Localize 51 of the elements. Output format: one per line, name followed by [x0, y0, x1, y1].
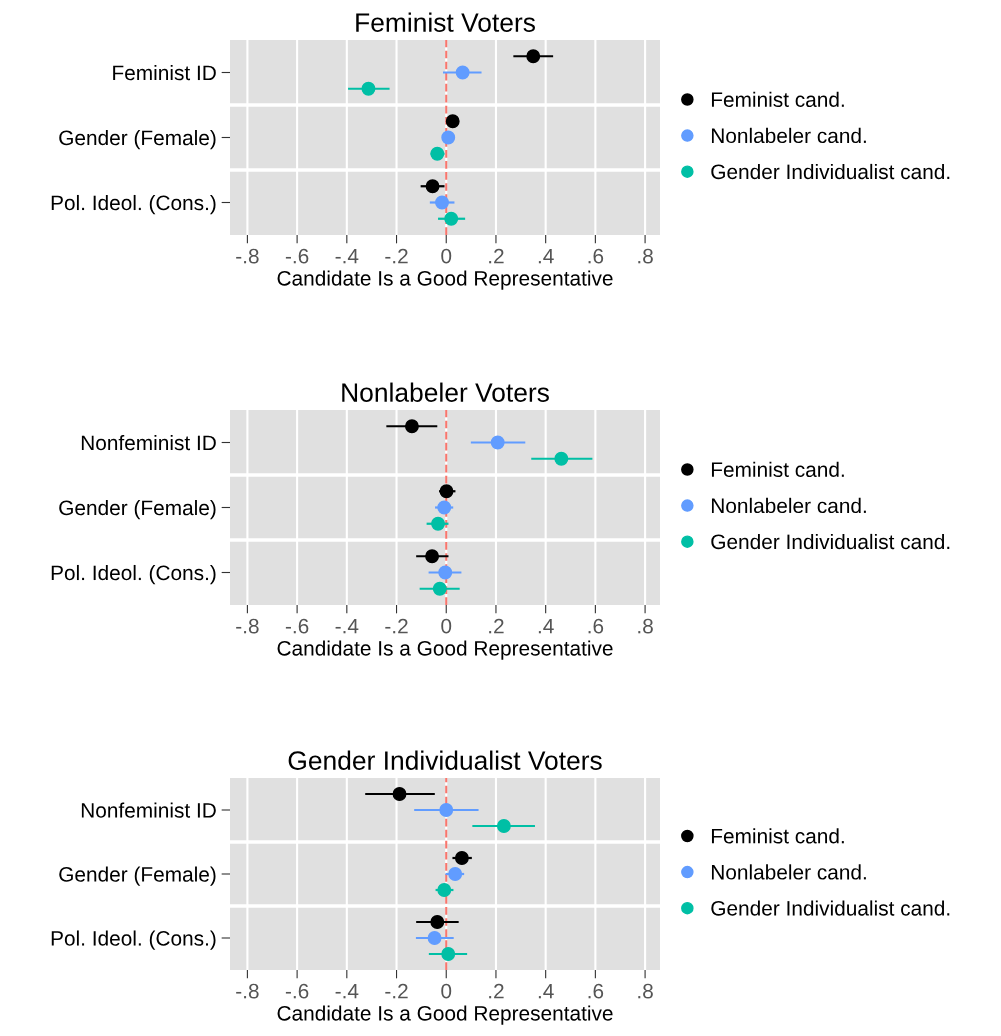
x-tick-label: -.4: [335, 248, 359, 264]
x-tick-label: .2: [489, 983, 504, 999]
y-tick-label: Gender (Female): [59, 866, 216, 886]
x-axis-title: Candidate Is a Good Representative: [277, 640, 613, 660]
chart-title: Gender Individualist Voters: [288, 750, 602, 770]
legend-label: Gender Individualist cand.: [711, 900, 950, 916]
x-tick-label: .4: [538, 618, 554, 634]
chart-title: Nonlabeler Voters: [342, 382, 549, 402]
x-tick-label: 0: [441, 618, 452, 634]
x-axis-title: Candidate Is a Good Representative: [277, 270, 613, 290]
x-tick-label: -.2: [385, 618, 408, 634]
x-tick-label: -.2: [385, 248, 408, 264]
legend-label: Nonlabeler cand.: [711, 127, 866, 144]
y-tick-label: Pol. Ideol. (Cons.): [51, 194, 216, 215]
x-tick-label: .6: [588, 983, 604, 999]
legend-label: Feminist cand.: [711, 91, 844, 108]
x-tick-label: -.6: [285, 618, 309, 634]
x-tick-label: .8: [638, 618, 653, 634]
x-tick-label: -.4: [335, 983, 359, 999]
x-tick-label: -.2: [385, 983, 408, 999]
y-tick-label: Gender (Female): [59, 499, 216, 520]
legend-label: Gender Individualist cand.: [711, 533, 950, 550]
x-tick-label: .4: [538, 248, 554, 264]
y-tick-label: Pol. Ideol. (Cons.): [51, 930, 216, 950]
legend-label: Gender Individualist cand.: [711, 163, 950, 180]
x-tick-label: -.8: [236, 618, 259, 634]
x-tick-label: -.4: [335, 618, 359, 634]
y-tick-label: Nonfeminist ID: [81, 802, 216, 818]
y-tick-label: Gender (Female): [59, 129, 216, 150]
x-tick-label: -.6: [285, 248, 309, 264]
y-tick-label: Nonfeminist ID: [81, 434, 216, 451]
x-tick-label: .2: [489, 248, 504, 264]
x-tick-label: .6: [588, 618, 604, 634]
x-tick-label: .8: [638, 248, 653, 264]
legend-label: Nonlabeler cand.: [711, 864, 866, 880]
x-tick-label: .8: [638, 983, 653, 999]
x-tick-label: .2: [489, 618, 504, 634]
legend-label: Feminist cand.: [711, 828, 844, 844]
x-tick-label: -.6: [285, 983, 309, 999]
y-tick-label: Pol. Ideol. (Cons.): [51, 564, 216, 585]
x-tick-label: .6: [588, 248, 604, 264]
x-tick-label: .4: [538, 983, 554, 999]
x-tick-label: 0: [441, 983, 452, 999]
x-tick-label: 0: [441, 248, 452, 264]
chart-title: Feminist Voters: [356, 12, 535, 32]
y-tick-label: Feminist ID: [113, 64, 216, 81]
legend-label: Feminist cand.: [711, 461, 844, 478]
x-tick-label: -.8: [236, 248, 259, 264]
x-axis-title: Candidate Is a Good Representative: [277, 1005, 613, 1025]
x-tick-label: -.8: [236, 983, 259, 999]
legend-label: Nonlabeler cand.: [711, 497, 866, 514]
